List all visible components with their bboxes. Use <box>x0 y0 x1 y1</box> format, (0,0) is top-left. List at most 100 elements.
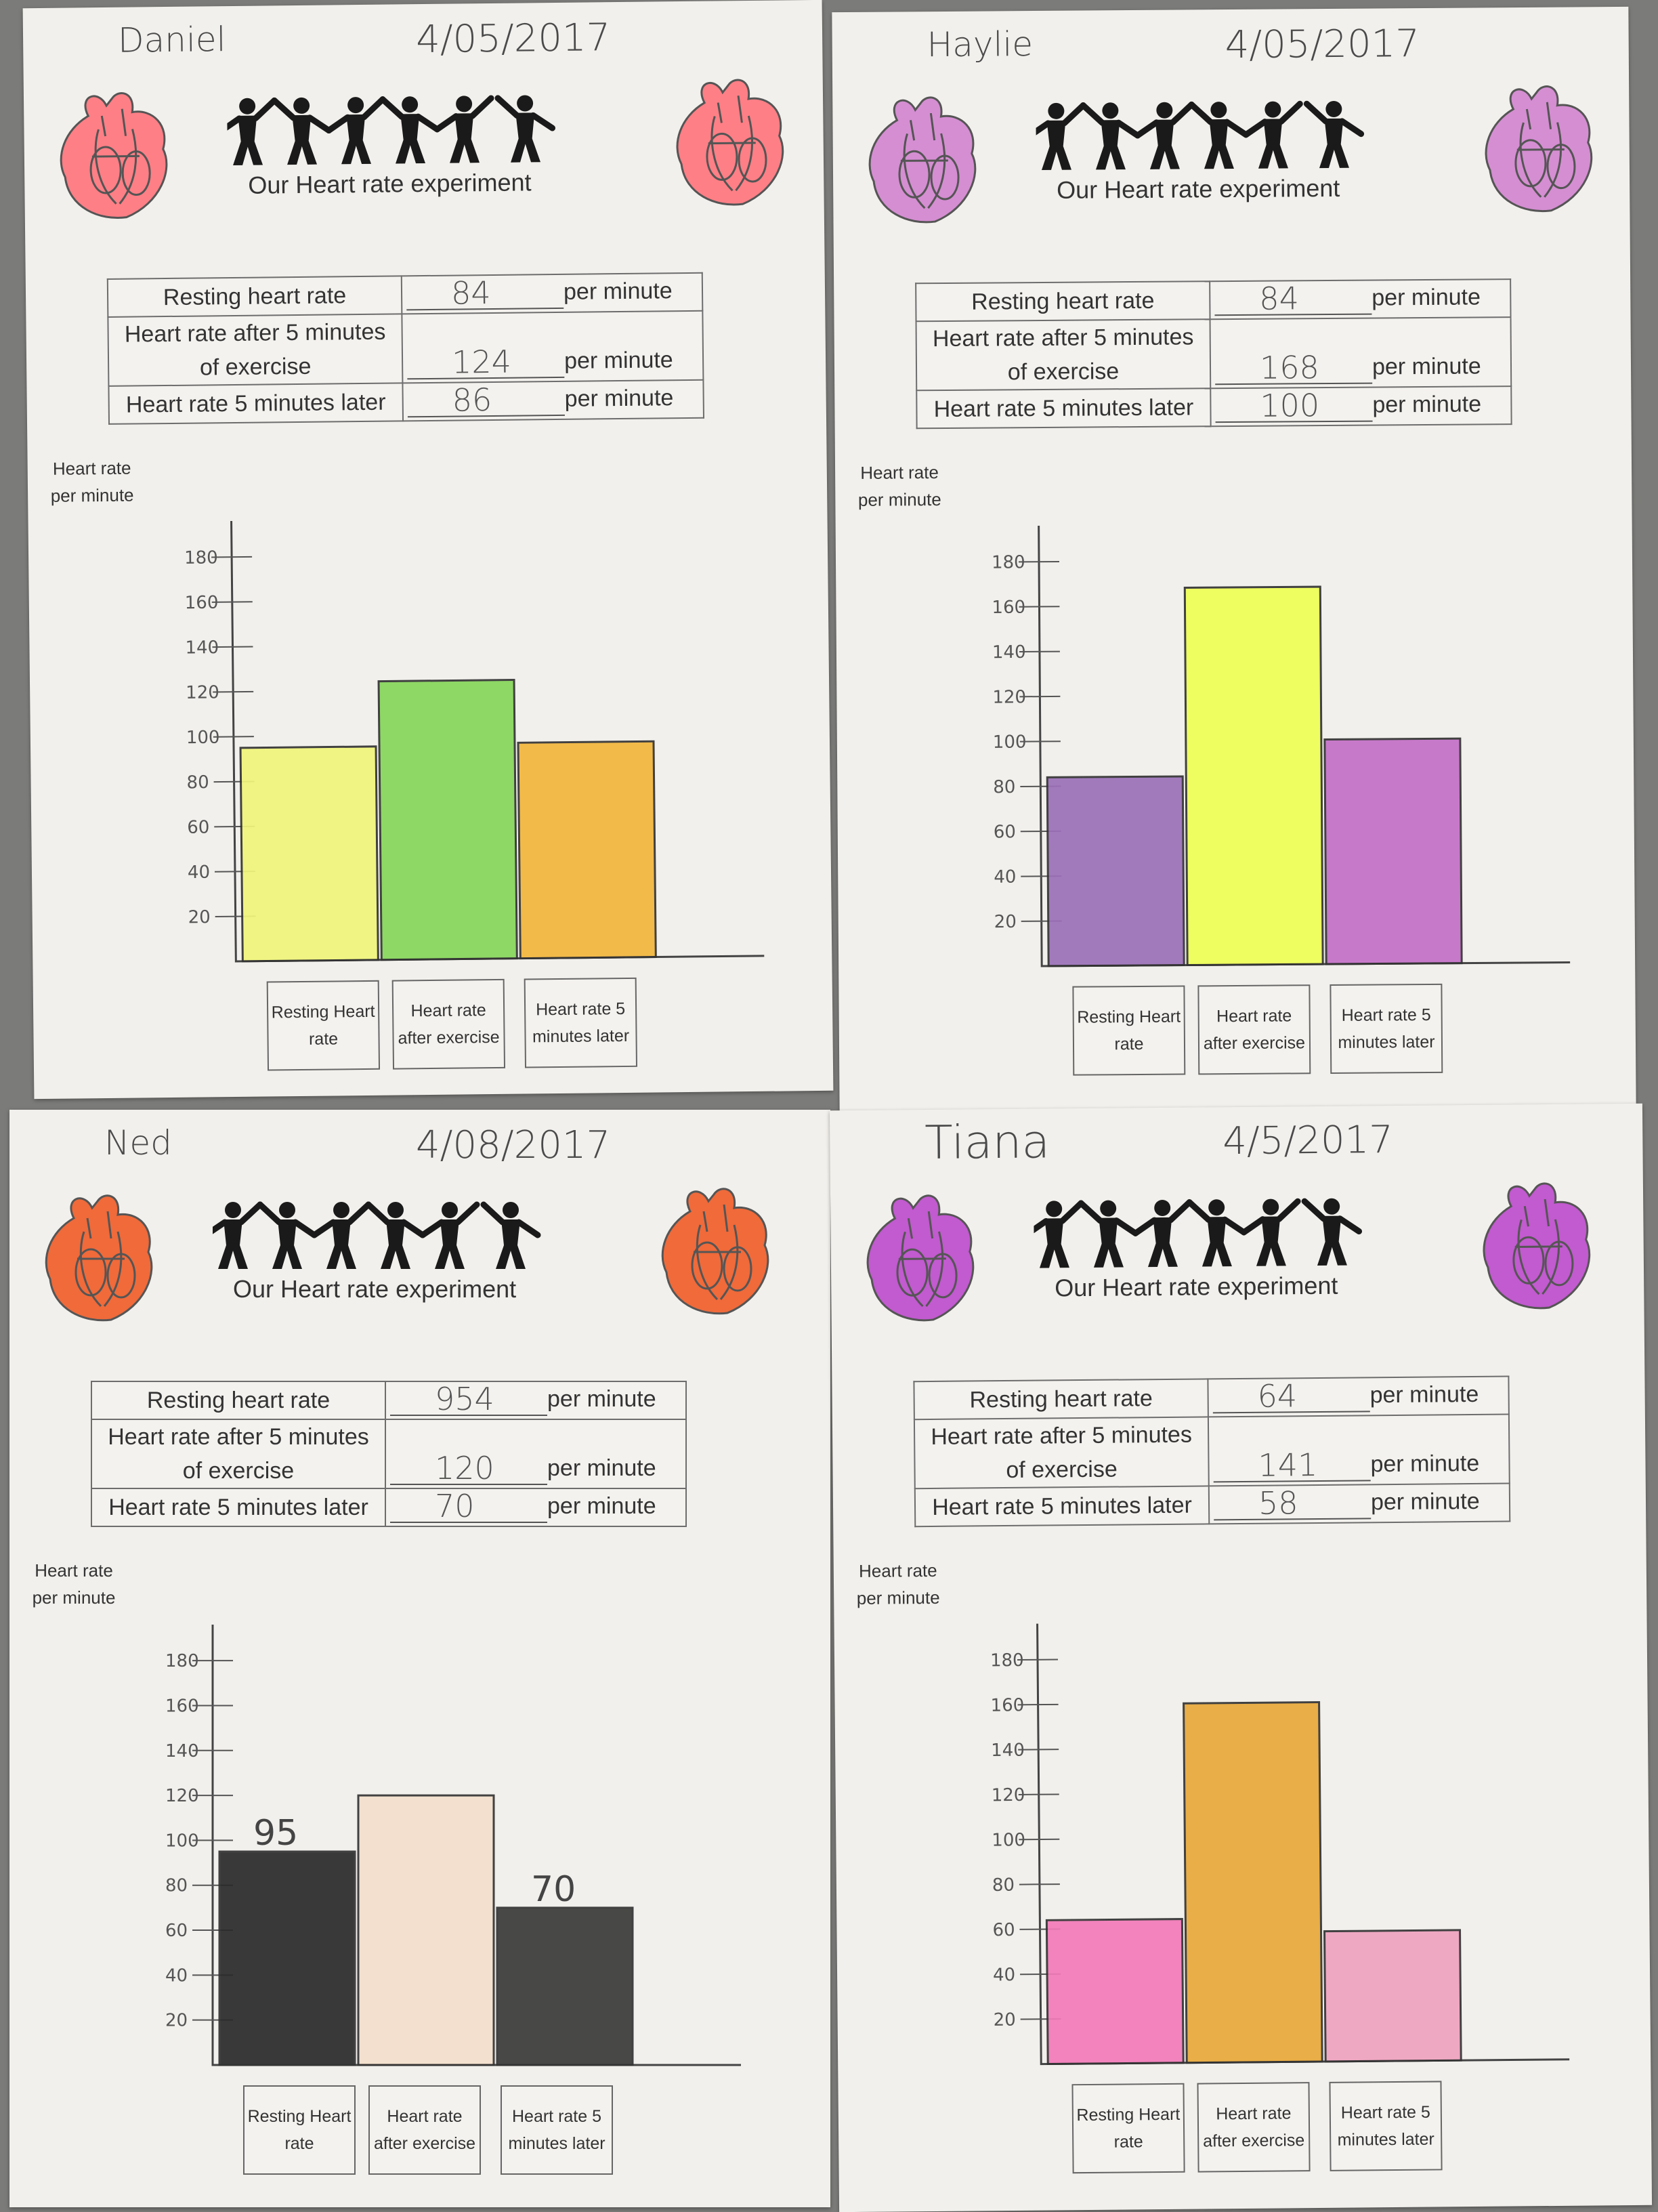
bar-after-exercise <box>1184 1702 1323 2062</box>
y-tick-label: 20 <box>994 912 1017 932</box>
category-label-resting: Resting Heart rate <box>245 2103 354 2157</box>
later-value: 86 <box>452 383 492 417</box>
worksheet-ned: Ned 4/08/2017 Our Heart <box>9 1110 830 2207</box>
unit-label: per minute <box>547 1455 656 1481</box>
row-label-resting: Resting heart rate <box>914 1379 1208 1419</box>
y-tick-label: 40 <box>165 1965 188 1986</box>
later-value-cell: 86 per minute <box>402 380 704 421</box>
y-tick-label: 80 <box>186 772 209 793</box>
y-tick-label: 140 <box>185 638 219 659</box>
y-tick-label: 120 <box>992 1785 1025 1806</box>
resting-value-cell: 954 per minute <box>385 1381 686 1419</box>
row-label-later: Heart rate 5 minutes later <box>916 388 1210 428</box>
exercise-silhouettes-icon <box>1036 96 1416 177</box>
bar-later <box>1325 738 1462 964</box>
bar-annotation: 95 <box>253 1813 298 1854</box>
y-tick-label: 80 <box>993 777 1015 797</box>
y-tick-label: 120 <box>165 1786 199 1806</box>
unit-label: per minute <box>1370 1451 1479 1477</box>
y-tick-label: 180 <box>990 1650 1024 1671</box>
category-resting: Resting Heart rate <box>267 980 380 1071</box>
category-later: Heart rate 5 minutes later <box>524 978 637 1068</box>
later-value: 58 <box>1258 1486 1298 1520</box>
worksheet-tiana: Tiana 4/5/2017 Our Hear <box>830 1104 1652 2212</box>
category-after-exercise: Heart rate after exercise <box>392 979 505 1070</box>
heart-drawing-left-icon <box>37 1191 165 1330</box>
row-label-resting: Resting heart rate <box>91 1381 385 1419</box>
experiment-title: Our Heart rate experiment <box>248 168 532 199</box>
category-label-later: Heart rate 5 minutes later <box>526 995 636 1051</box>
row-label-after-exercise: Heart rate after 5 minutes of exercise <box>108 314 402 386</box>
heart-drawing-left-icon <box>859 93 989 232</box>
y-axis-label: Heart rate per minute <box>23 1557 125 1611</box>
category-label-after: Heart rate after exercise <box>394 997 504 1052</box>
bar-resting <box>219 1852 355 2065</box>
heart-drawing-left-icon <box>857 1190 987 1331</box>
resting-value: 64 <box>1257 1379 1297 1413</box>
heart-rate-table: Resting heart rate 64 per minute Heart ra… <box>913 1376 1510 1528</box>
exercise-silhouettes-icon <box>213 1198 592 1276</box>
unit-label: per minute <box>1372 284 1481 310</box>
date: 4/05/2017 <box>1225 22 1420 67</box>
y-tick-label: 160 <box>165 1696 199 1716</box>
bar-annotation: 70 <box>531 1869 576 1910</box>
row-label-later: Heart rate 5 minutes later <box>915 1486 1209 1526</box>
student-name: Haylie <box>927 24 1033 64</box>
unit-label: per minute <box>547 1386 656 1412</box>
unit-label: per minute <box>1372 391 1481 417</box>
heart-drawing-right-icon <box>1476 81 1605 221</box>
y-tick-label: 60 <box>187 817 209 837</box>
resting-value: 954 <box>435 1382 494 1416</box>
after-value-cell: 120 per minute <box>385 1419 686 1488</box>
row-label-later: Heart rate 5 minutes later <box>91 1488 385 1526</box>
y-tick-label: 120 <box>186 682 219 703</box>
y-axis-label: Heart rate per minute <box>41 454 144 509</box>
unit-label: per minute <box>1369 1381 1479 1408</box>
y-tick-label: 140 <box>992 642 1026 663</box>
y-tick <box>1019 1884 1060 1885</box>
y-axis-label: Heart rate per minute <box>847 1557 950 1612</box>
category-label-after: Heart rate after exercise <box>370 2103 480 2157</box>
after-exercise-value: 120 <box>435 1451 494 1485</box>
unit-label: per minute <box>564 278 673 305</box>
y-tick-label: 80 <box>165 1876 188 1896</box>
y-tick-label: 180 <box>184 547 218 568</box>
bar-later <box>1325 1930 1462 2062</box>
y-tick-label: 100 <box>992 1830 1025 1850</box>
bar-later <box>497 1908 633 2065</box>
y-tick-label: 40 <box>994 867 1016 888</box>
category-later: Heart rate 5 minutes later <box>1329 2081 1442 2171</box>
y-tick-label: 120 <box>992 687 1026 707</box>
row-label-resting: Resting heart rate <box>916 281 1210 321</box>
category-resting: Resting Heart rate <box>243 2085 356 2175</box>
y-tick-label: 20 <box>994 2010 1016 2030</box>
y-tick-label: 160 <box>992 598 1025 618</box>
row-label-later: Heart rate 5 minutes later <box>108 383 403 424</box>
y-tick-label: 180 <box>165 1651 199 1671</box>
y-tick-label: 180 <box>992 552 1025 572</box>
category-later: Heart rate 5 minutes later <box>501 2085 613 2175</box>
y-tick-label: 40 <box>188 862 210 883</box>
category-after-exercise: Heart rate after exercise <box>368 2085 481 2175</box>
unit-label: per minute <box>1372 353 1481 379</box>
worksheet-haylie: Haylie 4/05/2017 Our He <box>832 7 1636 1112</box>
heart-drawing-right-icon <box>653 1184 782 1323</box>
row-label-after-exercise: Heart rate after 5 minutes of exercise <box>91 1419 385 1488</box>
experiment-title: Our Heart rate experiment <box>233 1275 516 1303</box>
y-tick-label: 160 <box>185 593 219 614</box>
heart-rate-table: Resting heart rate 954 per minute Heart r… <box>91 1381 687 1527</box>
row-label-after-exercise: Heart rate after 5 minutes of exercise <box>916 319 1211 390</box>
y-axis-label: Heart rate per minute <box>849 459 951 514</box>
y-tick-label: 60 <box>994 822 1016 842</box>
category-resting: Resting Heart rate <box>1072 986 1185 1076</box>
exercise-silhouettes-icon <box>1034 1194 1413 1275</box>
unit-label: per minute <box>564 385 673 412</box>
category-label-resting: Resting Heart rate <box>1074 1003 1185 1058</box>
